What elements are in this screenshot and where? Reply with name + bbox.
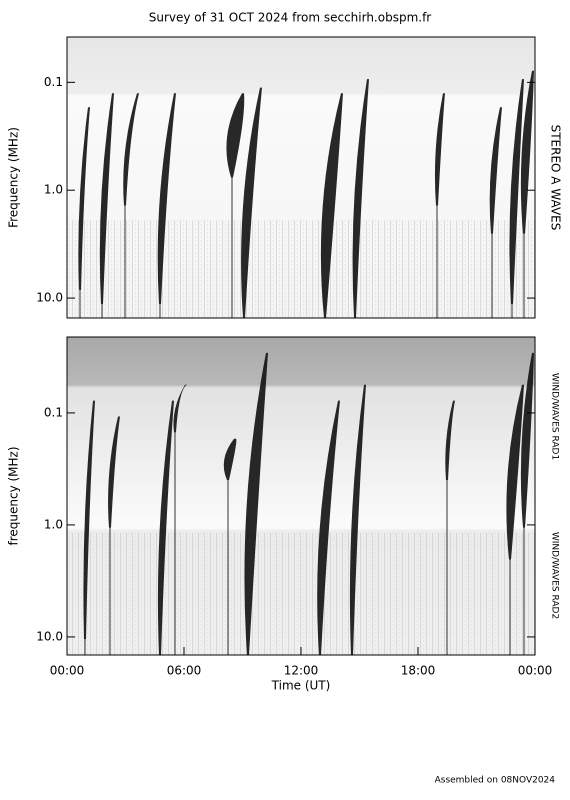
burst (489, 107, 502, 234)
y-tick-label: 1.0 (44, 517, 63, 531)
burst (506, 384, 524, 560)
x-axis-label: Time (UT) (271, 679, 331, 693)
burst (78, 107, 90, 290)
spectrogram (67, 337, 535, 655)
burst (157, 93, 176, 304)
burst (123, 93, 139, 206)
y-axis-label: frequency (MHz) (7, 446, 21, 545)
burst (226, 93, 245, 178)
x-tick-label: 12:00 (284, 664, 319, 678)
burst (99, 93, 114, 304)
burst (317, 400, 340, 655)
y-tick-label: 0.1 (44, 75, 63, 89)
burst (173, 384, 187, 433)
burst (349, 384, 366, 655)
x-tick-label: 06:00 (167, 664, 202, 678)
y-tick-label: 0.1 (44, 405, 63, 419)
burst (434, 93, 445, 206)
burst (520, 352, 534, 528)
panel-label: STEREO A WAVES (549, 125, 563, 231)
plot-frame (66, 36, 536, 319)
burst (509, 79, 524, 304)
burst (157, 400, 174, 655)
burst (241, 87, 262, 318)
y-axis-label: Frequency (MHz) (7, 127, 21, 228)
noise (67, 532, 535, 655)
panel-label: WIND/WAVES RAD2 (550, 532, 560, 619)
burst (223, 438, 237, 481)
x-tick-label: 00:00 (518, 664, 553, 678)
y-tick-label: 10.0 (36, 629, 63, 643)
burst (352, 79, 369, 318)
spectrogram (67, 37, 535, 318)
y-tick-label: 10.0 (36, 291, 63, 305)
x-tick-label: 00:00 (50, 664, 85, 678)
x-tick-label: 18:00 (401, 664, 436, 678)
chart-title: Survey of 31 OCT 2024 from secchirh.obsp… (149, 11, 432, 25)
noise (67, 220, 535, 318)
footer: Assembled on 08NOV2024 (435, 776, 556, 786)
burst (83, 400, 95, 640)
panel-label: WIND/WAVES RAD1 (550, 373, 560, 460)
burst (108, 416, 120, 528)
burst (320, 93, 343, 318)
y-tick-label: 1.0 (44, 183, 63, 197)
burst (244, 352, 268, 655)
burst (445, 400, 455, 481)
burst (520, 70, 534, 234)
